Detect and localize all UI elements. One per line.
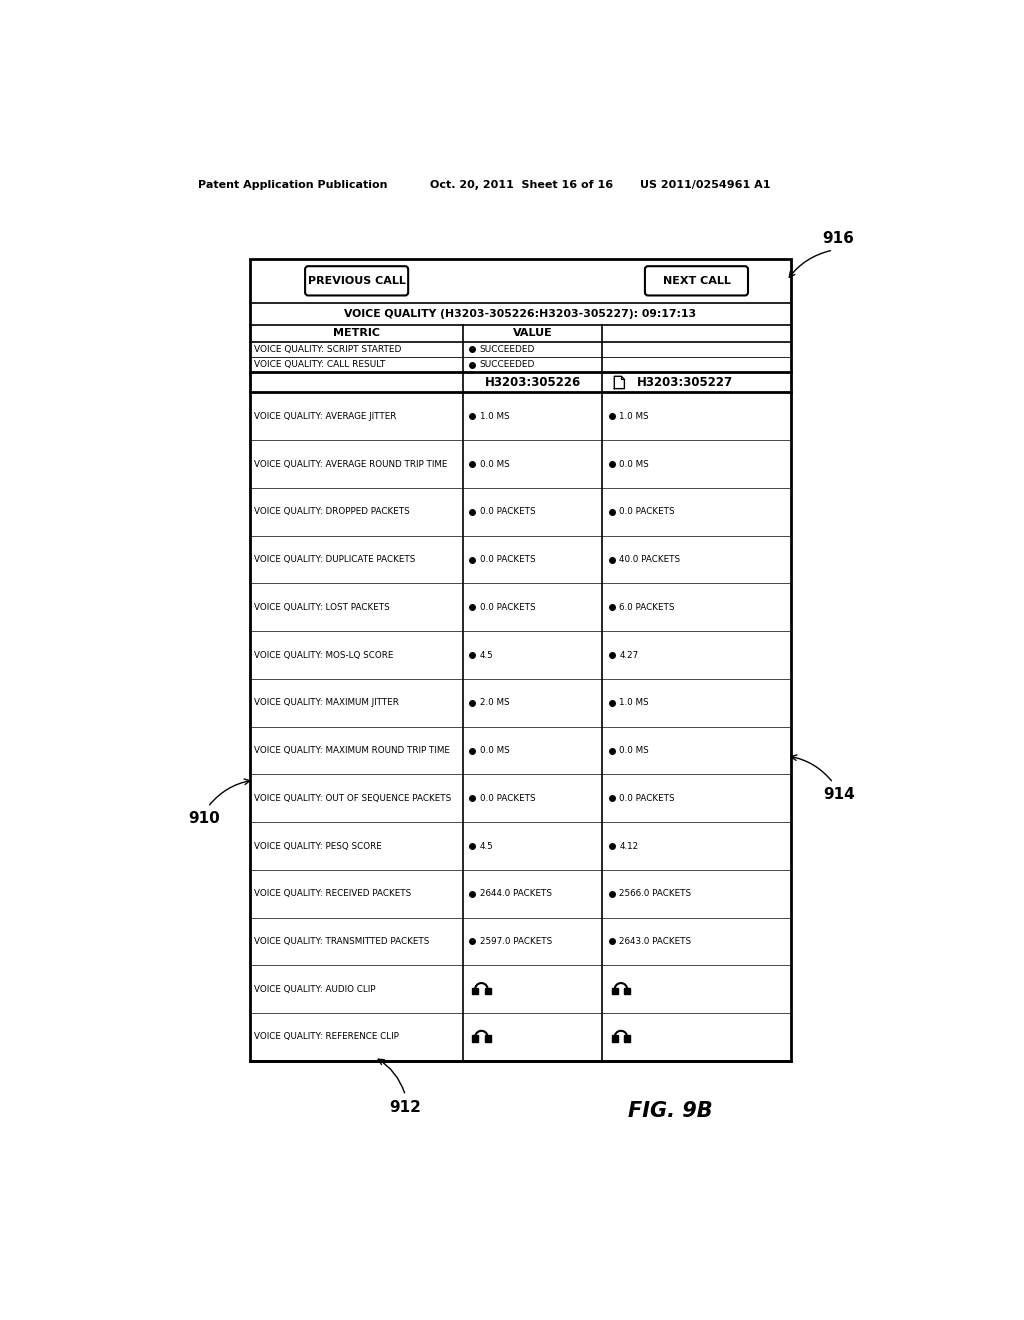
Text: 912: 912: [389, 1100, 422, 1114]
Text: VOICE QUALITY: PESQ SCORE: VOICE QUALITY: PESQ SCORE: [254, 842, 382, 850]
Text: 0.0 MS: 0.0 MS: [620, 746, 649, 755]
Text: 6.0 PACKETS: 6.0 PACKETS: [620, 603, 675, 611]
Text: 910: 910: [188, 810, 220, 826]
Text: 1.0 MS: 1.0 MS: [620, 412, 649, 421]
Text: VOICE QUALITY: LOST PACKETS: VOICE QUALITY: LOST PACKETS: [254, 603, 390, 611]
Text: 4.27: 4.27: [620, 651, 639, 660]
Text: VOICE QUALITY: CALL RESULT: VOICE QUALITY: CALL RESULT: [254, 360, 386, 370]
Text: VOICE QUALITY: DROPPED PACKETS: VOICE QUALITY: DROPPED PACKETS: [254, 507, 410, 516]
Text: 0.0 MS: 0.0 MS: [480, 459, 510, 469]
Polygon shape: [614, 376, 625, 388]
Text: 2643.0 PACKETS: 2643.0 PACKETS: [620, 937, 691, 946]
Text: 0.0 PACKETS: 0.0 PACKETS: [480, 556, 536, 564]
Text: 1.0 MS: 1.0 MS: [480, 412, 510, 421]
Text: 914: 914: [823, 787, 855, 803]
Text: 40.0 PACKETS: 40.0 PACKETS: [620, 556, 681, 564]
Text: VALUE: VALUE: [513, 329, 552, 338]
Text: 0.0 MS: 0.0 MS: [480, 746, 510, 755]
Text: Oct. 20, 2011  Sheet 16 of 16: Oct. 20, 2011 Sheet 16 of 16: [430, 181, 613, 190]
Text: VOICE QUALITY: AVERAGE ROUND TRIP TIME: VOICE QUALITY: AVERAGE ROUND TRIP TIME: [254, 459, 447, 469]
Bar: [611, 1035, 617, 1041]
Text: 1.0 MS: 1.0 MS: [620, 698, 649, 708]
Text: 0.0 PACKETS: 0.0 PACKETS: [480, 603, 536, 611]
Text: 0.0 PACKETS: 0.0 PACKETS: [480, 507, 536, 516]
Text: 0.0 MS: 0.0 MS: [620, 459, 649, 469]
Bar: [251, 259, 791, 1061]
Text: 2644.0 PACKETS: 2644.0 PACKETS: [480, 890, 552, 898]
Text: SUCCEEDED: SUCCEEDED: [480, 360, 536, 370]
Bar: [484, 1035, 490, 1041]
Text: 4.5: 4.5: [480, 651, 494, 660]
Text: VOICE QUALITY: MOS-LQ SCORE: VOICE QUALITY: MOS-LQ SCORE: [254, 651, 393, 660]
Text: VOICE QUALITY: MAXIMUM JITTER: VOICE QUALITY: MAXIMUM JITTER: [254, 698, 399, 708]
Text: VOICE QUALITY: TRANSMITTED PACKETS: VOICE QUALITY: TRANSMITTED PACKETS: [254, 937, 430, 946]
Text: 2597.0 PACKETS: 2597.0 PACKETS: [480, 937, 552, 946]
Text: NEXT CALL: NEXT CALL: [663, 276, 730, 286]
Text: 916: 916: [822, 231, 855, 246]
Text: 0.0 PACKETS: 0.0 PACKETS: [480, 793, 536, 803]
Text: 4.5: 4.5: [480, 842, 494, 850]
Text: H3203:305227: H3203:305227: [637, 376, 733, 389]
Text: PREVIOUS CALL: PREVIOUS CALL: [307, 276, 406, 286]
Text: VOICE QUALITY: REFERENCE CLIP: VOICE QUALITY: REFERENCE CLIP: [254, 1032, 399, 1041]
Text: VOICE QUALITY: DUPLICATE PACKETS: VOICE QUALITY: DUPLICATE PACKETS: [254, 556, 416, 564]
Bar: [472, 1035, 478, 1041]
Text: H3203:305226: H3203:305226: [484, 376, 581, 389]
Text: 0.0 PACKETS: 0.0 PACKETS: [620, 507, 675, 516]
Text: VOICE QUALITY: AVERAGE JITTER: VOICE QUALITY: AVERAGE JITTER: [254, 412, 396, 421]
FancyBboxPatch shape: [645, 267, 748, 296]
Text: VOICE QUALITY: AUDIO CLIP: VOICE QUALITY: AUDIO CLIP: [254, 985, 376, 994]
Text: 2.0 MS: 2.0 MS: [480, 698, 510, 708]
Text: VOICE QUALITY: OUT OF SEQUENCE PACKETS: VOICE QUALITY: OUT OF SEQUENCE PACKETS: [254, 793, 452, 803]
Bar: [472, 987, 478, 994]
Text: METRIC: METRIC: [333, 329, 380, 338]
Bar: [624, 987, 630, 994]
Text: VOICE QUALITY (H3203-305226:H3203-305227): 09:17:13: VOICE QUALITY (H3203-305226:H3203-305227…: [344, 309, 696, 319]
Text: 2566.0 PACKETS: 2566.0 PACKETS: [620, 890, 691, 898]
Bar: [624, 1035, 630, 1041]
Text: 0.0 PACKETS: 0.0 PACKETS: [620, 793, 675, 803]
FancyBboxPatch shape: [305, 267, 409, 296]
Text: US 2011/0254961 A1: US 2011/0254961 A1: [640, 181, 770, 190]
Text: 4.12: 4.12: [620, 842, 639, 850]
Bar: [611, 987, 617, 994]
Text: VOICE QUALITY: MAXIMUM ROUND TRIP TIME: VOICE QUALITY: MAXIMUM ROUND TRIP TIME: [254, 746, 451, 755]
Text: FIG. 9B: FIG. 9B: [628, 1101, 713, 1121]
Text: VOICE QUALITY: RECEIVED PACKETS: VOICE QUALITY: RECEIVED PACKETS: [254, 890, 412, 898]
Text: Patent Application Publication: Patent Application Publication: [198, 181, 387, 190]
Text: SUCCEEDED: SUCCEEDED: [480, 345, 536, 354]
Text: VOICE QUALITY: SCRIPT STARTED: VOICE QUALITY: SCRIPT STARTED: [254, 345, 401, 354]
Bar: [484, 987, 490, 994]
